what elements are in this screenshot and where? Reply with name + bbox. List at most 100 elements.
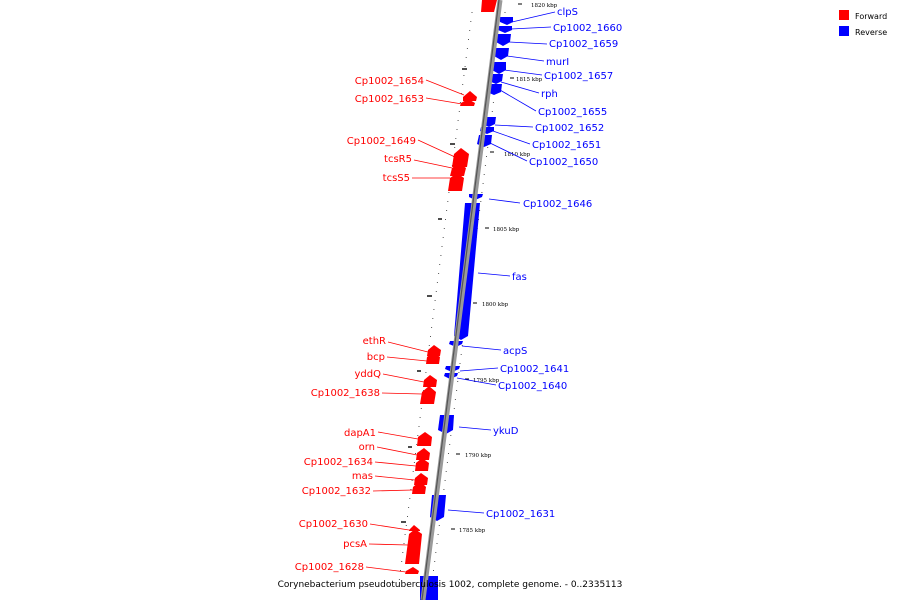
guide-dot — [407, 516, 408, 517]
gene-label: ethR — [363, 336, 386, 347]
tick-label: 1795 kbp — [473, 378, 500, 384]
feature-dashes — [401, 68, 467, 523]
guide-dot — [409, 498, 411, 499]
gene-label: Cp1002_1652 — [535, 123, 604, 134]
gene-label: Cp1002_1660 — [553, 23, 622, 34]
gene-label: Cp1002_1654 — [355, 76, 424, 87]
guide-dot — [408, 507, 410, 508]
gene-block — [416, 448, 430, 460]
guide-dot — [446, 210, 448, 211]
guide-dot — [455, 138, 457, 139]
guide-dot — [470, 21, 472, 22]
guide-dot — [458, 372, 460, 373]
guide-dot — [454, 147, 456, 148]
legend-swatch-forward — [839, 10, 849, 20]
guide-dot — [460, 354, 462, 355]
gene-label: Cp1002_1646 — [523, 199, 592, 210]
guide-dot — [458, 111, 460, 112]
guide-dot — [464, 66, 466, 67]
reverse-labels: clpS Cp1002_1660 Cp1002_1659 murI Cp1002… — [447, 7, 622, 520]
guide-dot — [403, 543, 405, 544]
guide-dot — [434, 300, 436, 301]
gene-block — [450, 163, 466, 176]
legend-label-reverse: Reverse — [855, 28, 887, 37]
gene-label: fas — [512, 272, 527, 283]
gene-label: pcsA — [343, 539, 367, 550]
guide-dot — [440, 255, 442, 256]
guide-dot — [428, 345, 430, 346]
gene-block — [427, 345, 441, 356]
gene-block — [448, 173, 464, 191]
guide-dot — [404, 534, 406, 535]
forward-labels: Cp1002_1654 Cp1002_1653 Cp1002_1649 tcsR… — [295, 76, 465, 573]
tick-label: 1800 kbp — [482, 302, 509, 308]
gene-label: Cp1002_1653 — [355, 94, 424, 105]
gene-block — [412, 481, 426, 494]
gene-label: Cp1002_1631 — [486, 509, 555, 520]
genome-axis-core — [421, 0, 500, 600]
gene-label: dapA1 — [344, 428, 376, 439]
gene-label: Cp1002_1630 — [299, 519, 368, 530]
gene-label: Cp1002_1632 — [302, 486, 371, 497]
gene-label: Cp1002_1628 — [295, 562, 364, 573]
guide-dot — [442, 237, 444, 238]
guide-dot — [447, 201, 449, 202]
guide-dot — [411, 480, 413, 481]
guide-dot — [430, 336, 431, 337]
gene-block — [409, 525, 420, 531]
gene-label: Cp1002_1649 — [347, 136, 416, 147]
gene-block — [481, 0, 497, 12]
guide-dot — [434, 561, 436, 562]
gene-label: Cp1002_1655 — [538, 107, 607, 118]
guide-dot — [480, 201, 482, 202]
guide-dot — [504, 12, 506, 13]
guide-dot — [459, 102, 461, 103]
gene-label: Cp1002_1651 — [532, 140, 601, 151]
guide-dot — [461, 345, 463, 346]
guide-dot — [443, 228, 445, 229]
gene-label: clpS — [557, 7, 578, 18]
guide-dot — [492, 102, 494, 103]
guide-dot — [471, 12, 473, 13]
guide-dot — [457, 381, 459, 382]
guide-dot — [438, 525, 440, 526]
guide-dot — [418, 426, 420, 427]
legend-label-forward: Forward — [855, 12, 887, 21]
gene-block — [460, 99, 475, 106]
guide-dot — [459, 363, 461, 364]
guide-dot — [445, 219, 446, 220]
guide-dot — [457, 120, 459, 121]
gene-block — [492, 62, 506, 74]
gene-block — [423, 375, 437, 387]
guide-dot — [402, 552, 404, 553]
gene-block — [496, 34, 511, 46]
gene-label: murI — [546, 57, 569, 68]
guide-dot — [462, 84, 464, 85]
gene-label: Cp1002_1638 — [311, 388, 380, 399]
gene-block — [494, 48, 509, 60]
guide-dot — [415, 453, 416, 454]
guide-dot — [487, 147, 489, 148]
tick-label: 1810 kbp — [504, 152, 531, 158]
guide-dot — [448, 192, 450, 193]
guide-dot — [491, 111, 493, 112]
forward-gene-blocks — [405, 0, 497, 574]
gene-block — [426, 352, 440, 364]
guide-dot — [453, 408, 455, 409]
guide-dot — [483, 174, 485, 175]
guide-dot — [441, 246, 443, 247]
tick-label: 1805 kbp — [493, 227, 520, 233]
guide-dot — [461, 93, 463, 94]
gene-block — [415, 458, 429, 471]
gene-block — [498, 26, 512, 33]
guide-dot — [446, 462, 448, 463]
gene-block — [405, 529, 422, 564]
guide-dot — [456, 129, 458, 130]
gene-block — [405, 567, 419, 574]
guide-dot — [433, 570, 434, 571]
guide-dot — [432, 318, 434, 319]
genome-axis — [420, 0, 503, 600]
guide-dot — [450, 435, 452, 436]
guide-dot — [405, 525, 407, 526]
guide-dot — [449, 444, 451, 445]
